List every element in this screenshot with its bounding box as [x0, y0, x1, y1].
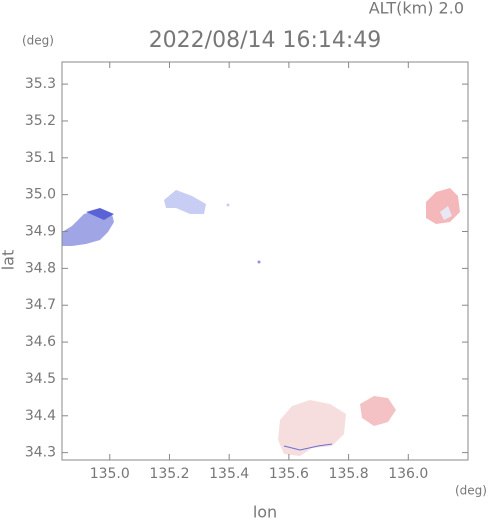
- x-tick-label: 135.0: [90, 466, 130, 482]
- y-tick-label: 34.7: [25, 297, 56, 313]
- y-tick-label: 35.3: [25, 76, 56, 92]
- x-tick-label: 135.4: [209, 466, 249, 482]
- echo-areas: [62, 188, 460, 456]
- y-tick-label: 34.9: [25, 224, 56, 240]
- y-tick-label: 34.6: [25, 334, 56, 350]
- y-tick-label: 35.2: [25, 113, 56, 129]
- x-axis-label: lon: [253, 503, 277, 521]
- plot-frame: [61, 61, 469, 461]
- chart-title: 2022/08/14 16:14:49: [149, 28, 382, 53]
- subtitle: ALT(km) 2.0: [369, 0, 464, 18]
- x-tick-label: 135.2: [149, 466, 189, 482]
- y-tick-label: 34.5: [25, 371, 56, 387]
- y-axis-label: lat: [0, 250, 18, 271]
- y-tick-label: 34.4: [25, 408, 56, 424]
- y-tick-label: 34.3: [25, 445, 56, 461]
- x-tick-label: 135.6: [269, 466, 309, 482]
- y-tick-label: 35.1: [25, 150, 56, 166]
- x-unit: (deg): [455, 484, 487, 498]
- y-tick-label: 35.0: [25, 187, 56, 203]
- y-tick-label: 34.8: [25, 260, 56, 276]
- x-tick-label: 135.8: [329, 466, 369, 482]
- y-unit: (deg): [22, 34, 54, 48]
- x-tick-label: 136.0: [388, 466, 428, 482]
